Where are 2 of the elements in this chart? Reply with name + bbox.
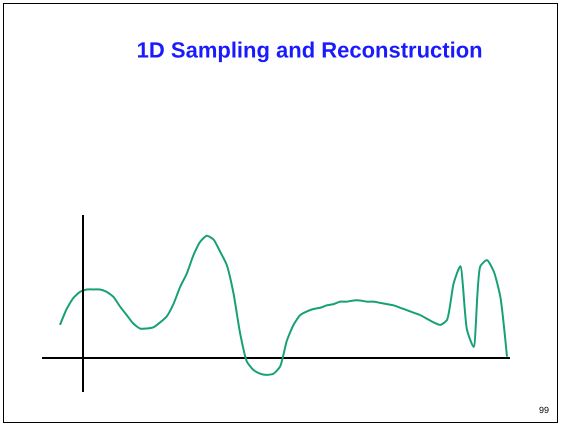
text: 99 xyxy=(539,405,550,415)
chart-title: 1D Sampling and Reconstruction xyxy=(136,38,483,63)
